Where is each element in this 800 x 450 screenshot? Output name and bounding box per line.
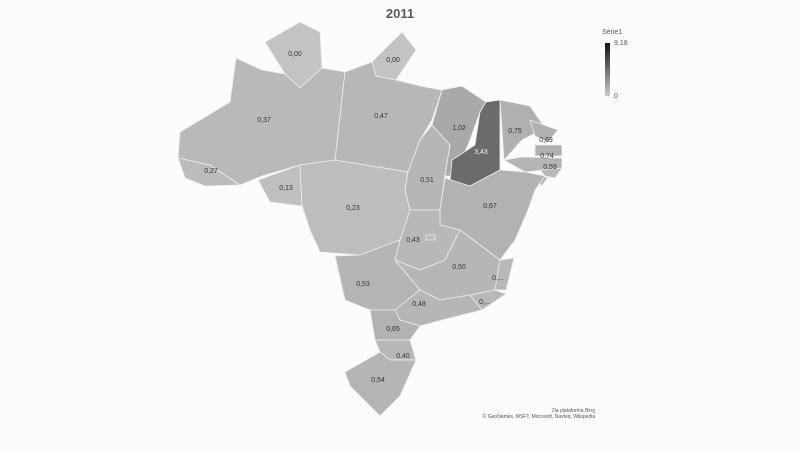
region-label-am: 0,37 <box>257 117 271 124</box>
region-label-pb: 0,74 <box>540 153 554 160</box>
region-label-go: 0,43 <box>406 237 420 244</box>
attribution-line1: Da plataforma Bing <box>552 408 595 414</box>
region-label-ac: 0,27 <box>204 168 218 175</box>
region-label-ba: 0,67 <box>483 203 497 210</box>
attribution-line2: © GeoNames, MSFT, Microsoft, Navteq, Wik… <box>482 414 595 420</box>
attribution: Da plataforma Bing © GeoNames, MSFT, Mic… <box>480 408 595 420</box>
region-label-to: 0,51 <box>420 177 434 184</box>
legend-title: Série1 <box>602 29 623 36</box>
region-pb <box>534 144 563 157</box>
region-label-ro: 0,13 <box>279 185 293 192</box>
region-label-pa: 0,47 <box>374 113 388 120</box>
region-label-rs: 0,54 <box>371 377 385 384</box>
region-rn <box>529 119 559 143</box>
region-label-es: 0,... <box>492 275 504 282</box>
region-label-ce: 0,75 <box>508 128 522 135</box>
region-ac <box>177 157 242 187</box>
region-ce <box>499 99 546 161</box>
region-label-pr: 0,65 <box>386 326 400 333</box>
region-al <box>539 167 563 179</box>
map-title: 2011 <box>385 6 415 21</box>
legend-min: 0 <box>614 93 618 100</box>
region-rs <box>344 351 417 417</box>
region-pe <box>502 156 563 173</box>
region-label-sc: 0,40 <box>396 353 410 360</box>
region-label-sp: 0,48 <box>412 301 426 308</box>
region-label-ms: 0,53 <box>356 281 370 288</box>
region-label-rj: 0,... <box>479 299 491 306</box>
region-label-rr: 0,00 <box>288 51 302 58</box>
region-label-mg: 0,50 <box>452 264 466 271</box>
legend-color-scale <box>605 43 610 96</box>
region-label-pe: 0,59 <box>543 164 557 171</box>
region-label-mt: 0,23 <box>346 205 360 212</box>
region-df <box>425 234 436 241</box>
region-label-ap: 0,00 <box>386 57 400 64</box>
legend-max: 9,18 <box>614 40 628 47</box>
region-label-ma: 1,02 <box>452 125 466 132</box>
region-label-pi: 3,43 <box>474 149 488 156</box>
region-es <box>494 257 515 291</box>
region-label-rn: 0,69 <box>539 137 553 144</box>
